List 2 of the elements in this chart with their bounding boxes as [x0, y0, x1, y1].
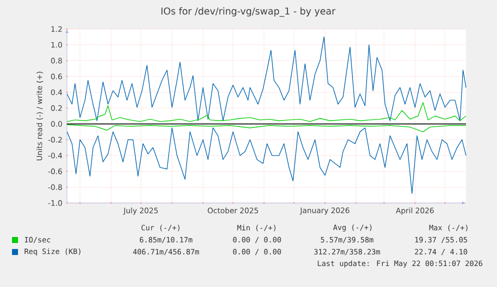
chart-title: IOs for /dev/ring-vg/swap_1 - by year — [161, 7, 336, 17]
line-series — [66, 124, 466, 132]
